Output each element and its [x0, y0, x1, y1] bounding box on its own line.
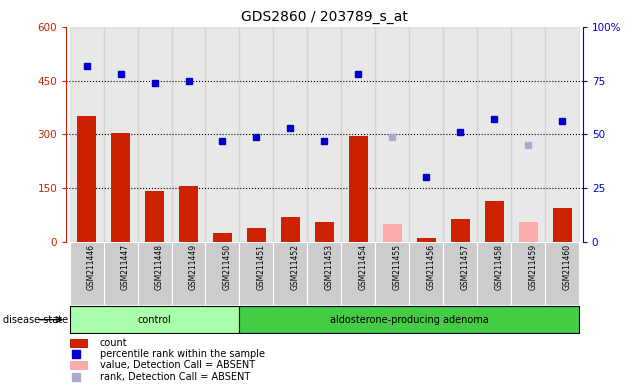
- Bar: [553, 208, 571, 242]
- Bar: [485, 201, 504, 242]
- FancyBboxPatch shape: [239, 306, 580, 333]
- Bar: [71, 361, 88, 369]
- Bar: [71, 339, 88, 348]
- Bar: [478, 242, 512, 305]
- Text: GSM211452: GSM211452: [290, 244, 299, 290]
- Text: GSM211450: GSM211450: [222, 244, 231, 290]
- Bar: [307, 242, 341, 305]
- Text: disease state: disease state: [3, 314, 68, 325]
- Bar: [137, 242, 171, 305]
- Text: GSM211447: GSM211447: [120, 244, 130, 290]
- Bar: [137, 27, 171, 242]
- Bar: [213, 233, 232, 242]
- Bar: [315, 222, 334, 242]
- Bar: [451, 218, 470, 242]
- Text: GSM211453: GSM211453: [324, 244, 333, 290]
- Bar: [444, 27, 478, 242]
- Bar: [519, 222, 538, 242]
- Bar: [512, 27, 546, 242]
- Bar: [77, 116, 96, 242]
- Text: percentile rank within the sample: percentile rank within the sample: [100, 349, 265, 359]
- Bar: [171, 242, 205, 305]
- Text: aldosterone-producing adenoma: aldosterone-producing adenoma: [330, 314, 489, 325]
- Bar: [341, 242, 375, 305]
- Title: GDS2860 / 203789_s_at: GDS2860 / 203789_s_at: [241, 10, 408, 25]
- Text: control: control: [137, 314, 171, 325]
- Bar: [179, 185, 198, 242]
- Bar: [512, 242, 546, 305]
- Bar: [349, 136, 368, 242]
- Bar: [239, 27, 273, 242]
- Bar: [546, 27, 580, 242]
- FancyBboxPatch shape: [69, 306, 239, 333]
- Text: GSM211451: GSM211451: [256, 244, 265, 290]
- Bar: [444, 242, 478, 305]
- Bar: [273, 27, 307, 242]
- Bar: [69, 242, 103, 305]
- Bar: [239, 242, 273, 305]
- Bar: [205, 242, 239, 305]
- Bar: [69, 27, 103, 242]
- Bar: [410, 242, 444, 305]
- Bar: [145, 191, 164, 242]
- Bar: [478, 27, 512, 242]
- Bar: [111, 132, 130, 242]
- Text: GSM211454: GSM211454: [358, 244, 367, 290]
- Bar: [247, 228, 266, 242]
- Bar: [273, 242, 307, 305]
- Bar: [103, 242, 137, 305]
- Text: GSM211456: GSM211456: [427, 244, 435, 290]
- Text: GSM211458: GSM211458: [495, 244, 503, 290]
- Text: rank, Detection Call = ABSENT: rank, Detection Call = ABSENT: [100, 372, 250, 382]
- Text: GSM211455: GSM211455: [392, 244, 401, 290]
- Text: value, Detection Call = ABSENT: value, Detection Call = ABSENT: [100, 360, 255, 370]
- Bar: [375, 242, 410, 305]
- Text: GSM211459: GSM211459: [529, 244, 537, 290]
- Bar: [103, 27, 137, 242]
- Bar: [410, 27, 444, 242]
- Bar: [417, 238, 436, 242]
- Bar: [546, 242, 580, 305]
- Text: GSM211446: GSM211446: [86, 244, 96, 290]
- Text: GSM211457: GSM211457: [461, 244, 469, 290]
- Bar: [307, 27, 341, 242]
- Text: GSM211460: GSM211460: [563, 244, 571, 290]
- Text: count: count: [100, 338, 127, 348]
- Text: GSM211448: GSM211448: [154, 244, 164, 290]
- Bar: [281, 217, 300, 242]
- Bar: [375, 27, 410, 242]
- Bar: [171, 27, 205, 242]
- Bar: [383, 224, 402, 242]
- Bar: [205, 27, 239, 242]
- Text: GSM211449: GSM211449: [188, 244, 197, 290]
- Bar: [341, 27, 375, 242]
